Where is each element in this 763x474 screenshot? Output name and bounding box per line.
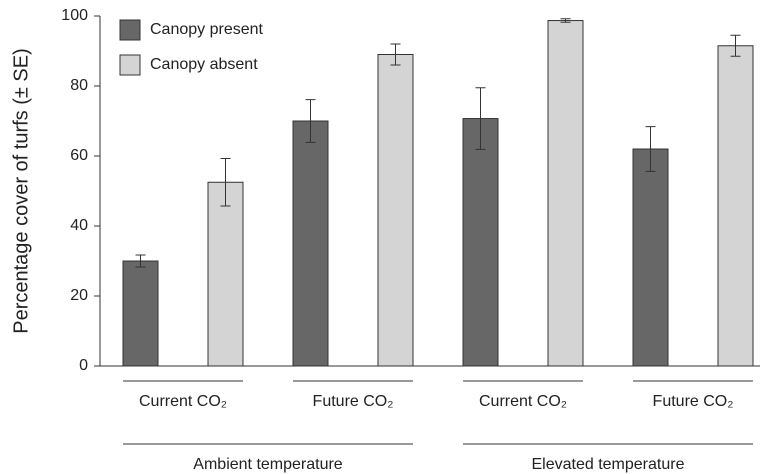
bar: [547, 20, 584, 367]
x-tick-label: Current CO₂: [479, 393, 567, 410]
y-axis-label: Percentage cover of turfs (± SE): [10, 48, 32, 334]
error-bar: [305, 99, 316, 143]
error-bar: [475, 87, 486, 150]
y-tick-label: 0: [79, 357, 88, 374]
error-bar: [560, 18, 571, 23]
error-bar: [220, 157, 231, 207]
x-tick-label: Future CO₂: [313, 393, 394, 410]
bar: [207, 181, 244, 367]
bar: [377, 54, 414, 367]
error-bar: [645, 126, 656, 172]
bar: [462, 118, 499, 367]
error-bar: [135, 254, 146, 268]
y-tick-label: 60: [70, 147, 88, 164]
error-bar: [730, 34, 741, 57]
bar: [122, 260, 159, 367]
y-tick-label: 20: [70, 287, 88, 304]
group-label: Elevated temperature: [532, 456, 685, 473]
legend-label: Canopy present: [150, 21, 264, 38]
bar: [717, 45, 754, 367]
y-tick-label: 80: [70, 77, 88, 94]
y-tick-label: 100: [61, 7, 88, 24]
legend-swatch: [119, 54, 141, 76]
error-bar: [390, 43, 401, 66]
x-tick-label: Future CO₂: [653, 393, 734, 410]
bar: [292, 120, 329, 367]
group-label: Ambient temperature: [193, 456, 343, 473]
legend-swatch: [119, 19, 141, 41]
legend-label: Canopy absent: [150, 56, 258, 73]
y-tick-label: 40: [70, 217, 88, 234]
bar: [632, 148, 669, 367]
x-tick-label: Current CO₂: [139, 393, 227, 410]
